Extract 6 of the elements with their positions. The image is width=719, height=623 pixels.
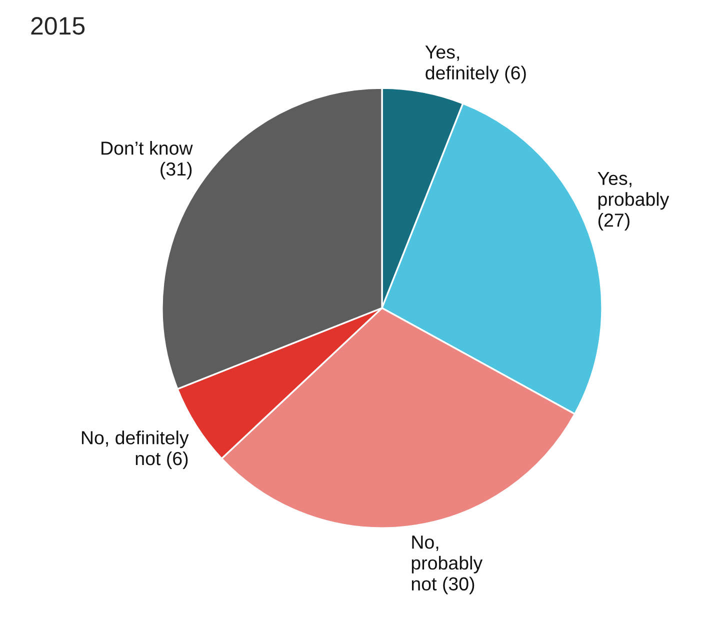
slice-label: Yes, definitely (6) [425,46,526,84]
slice-label: Yes, probably (27) [598,172,670,230]
slice-label: No, definitely not (6) [82,430,189,469]
slice-label: Don’t know (31) [102,141,193,180]
chart-title: 2015 [31,17,85,35]
slice-label: No, probably not (30) [412,536,483,594]
